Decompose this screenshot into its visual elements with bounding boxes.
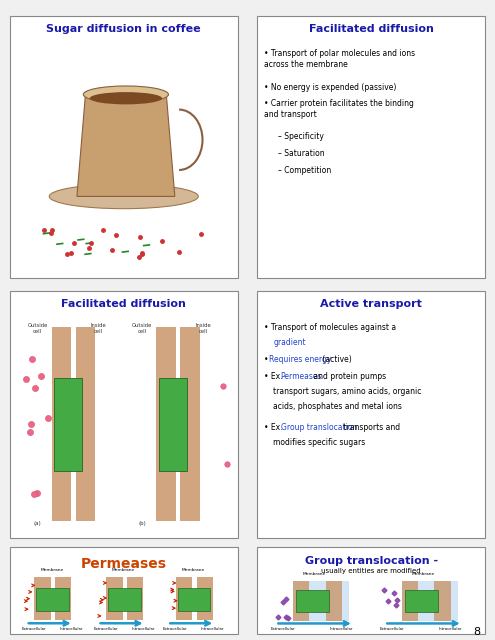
Text: Extracellular: Extracellular [380,627,404,631]
Bar [405,591,438,612]
Text: Group translocation -: Group translocation - [305,556,438,566]
Text: – Saturation: – Saturation [278,149,325,158]
Bar [180,327,200,522]
Text: Extracellular: Extracellular [21,627,46,631]
Text: 8: 8 [473,627,480,637]
Text: Intracellular: Intracellular [330,627,353,631]
Bar [176,577,193,620]
Bar [55,577,71,620]
FancyBboxPatch shape [257,547,485,634]
Text: modifies specific sugars: modifies specific sugars [273,438,365,447]
Bar [435,580,451,621]
Bar [326,580,342,621]
Text: Active transport: Active transport [320,299,422,309]
Bar [127,577,144,620]
Text: Intracellular: Intracellular [59,627,83,631]
Text: Intracellular: Intracellular [131,627,155,631]
Text: • Ex.: • Ex. [264,372,285,381]
Bar [76,327,96,522]
Text: usually entities are modified: usually entities are modified [321,568,421,574]
Text: • Transport of polar molecules and ions
across the membrane: • Transport of polar molecules and ions … [264,49,415,68]
Bar [36,588,69,611]
Text: (a): (a) [34,521,42,525]
Bar [35,577,51,620]
Text: Outside
cell: Outside cell [28,323,48,333]
Text: (active): (active) [320,355,351,364]
Bar [54,378,82,471]
FancyBboxPatch shape [10,547,238,634]
Text: Sugar diffusion in coffee: Sugar diffusion in coffee [47,24,201,35]
Text: Membrane: Membrane [182,568,205,572]
Bar [197,577,213,620]
FancyBboxPatch shape [10,16,238,278]
Text: Permeases: Permeases [281,372,322,381]
Text: Extracellular: Extracellular [271,627,296,631]
Bar [402,580,418,621]
Text: transport sugars, amino acids, organic: transport sugars, amino acids, organic [273,387,422,396]
Text: • Carrier protein facilitates the binding
and transport: • Carrier protein facilitates the bindin… [264,99,414,118]
Bar [178,588,210,611]
Text: – Competition: – Competition [278,166,332,175]
Text: • No energy is expended (passive): • No energy is expended (passive) [264,83,396,92]
Bar [402,580,458,621]
Bar [158,378,187,471]
Text: Facilitated diffusion: Facilitated diffusion [61,299,186,309]
Text: Membrane: Membrane [112,568,135,572]
Bar [52,327,71,522]
Text: Extracellular: Extracellular [93,627,118,631]
FancyBboxPatch shape [257,291,485,538]
FancyBboxPatch shape [10,291,238,538]
Text: Membrane: Membrane [40,568,63,572]
Text: Outside
cell: Outside cell [132,323,152,333]
Text: gradient: gradient [273,338,306,347]
Bar [156,327,176,522]
Text: Intracellular: Intracellular [201,627,225,631]
Ellipse shape [50,184,198,209]
Text: transports and: transports and [341,423,400,432]
Polygon shape [77,95,175,196]
Bar [296,591,329,612]
Ellipse shape [90,92,162,104]
Text: Membrane: Membrane [412,572,435,576]
Text: Requires energy: Requires energy [269,355,332,364]
FancyBboxPatch shape [257,16,485,278]
Text: •: • [264,355,271,364]
Text: Intracellular: Intracellular [439,627,462,631]
Bar [293,580,349,621]
Text: Membrane: Membrane [303,572,326,576]
Text: acids, phosphates and metal ions: acids, phosphates and metal ions [273,402,402,411]
Text: Extracellular: Extracellular [163,627,188,631]
Bar [106,577,123,620]
Text: Inside
cell: Inside cell [91,323,106,333]
Text: • Ex.: • Ex. [264,423,285,432]
Bar [293,580,309,621]
Text: Inside
cell: Inside cell [196,323,211,333]
Text: • Transport of molecules against a: • Transport of molecules against a [264,323,396,332]
Text: Group translocation: Group translocation [281,423,357,432]
Bar [108,588,141,611]
Text: – Specificity: – Specificity [278,132,324,141]
Text: and protein pumps: and protein pumps [311,372,386,381]
Text: Permeases: Permeases [81,557,167,572]
Ellipse shape [83,86,168,103]
Text: (b): (b) [139,521,146,525]
Text: Facilitated diffusion: Facilitated diffusion [309,24,434,34]
